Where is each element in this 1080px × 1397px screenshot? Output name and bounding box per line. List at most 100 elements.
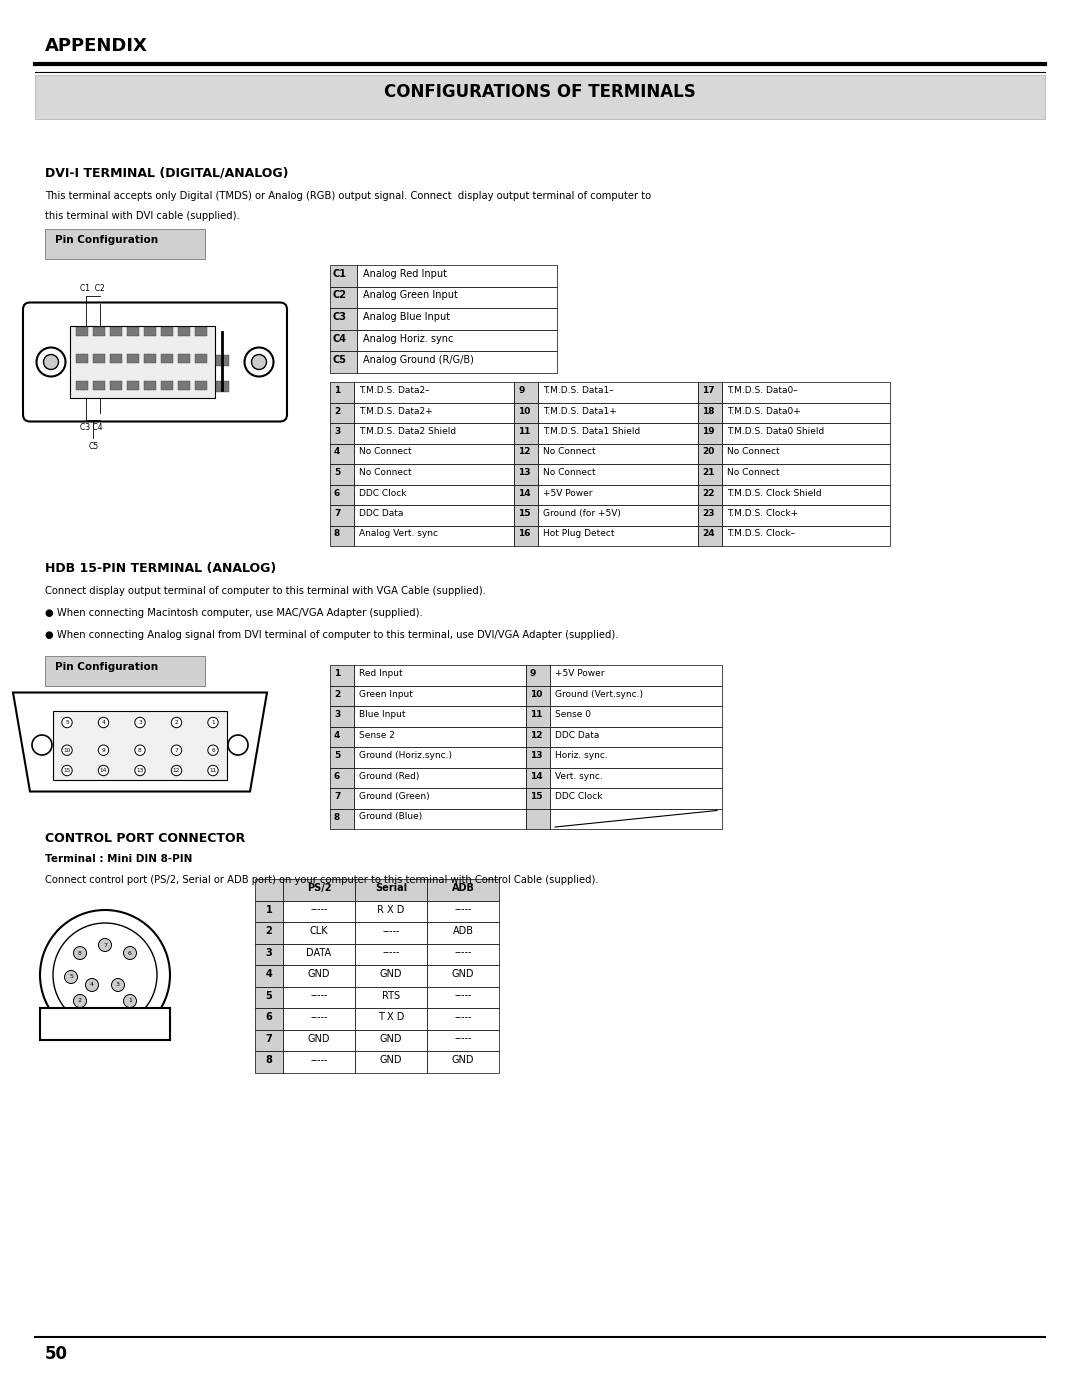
Bar	[330, 747, 354, 767]
Bar	[698, 464, 723, 485]
Bar	[357, 286, 557, 307]
Text: DDC Data: DDC Data	[555, 731, 599, 739]
Bar	[354, 464, 514, 485]
Text: 8: 8	[78, 950, 82, 956]
Text: CLK: CLK	[310, 926, 328, 936]
Bar	[550, 705, 723, 726]
Text: Green Input: Green Input	[359, 690, 413, 698]
Text: -----: -----	[455, 904, 472, 915]
Bar	[45, 229, 205, 258]
Text: Sense 2: Sense 2	[359, 731, 395, 739]
Bar	[526, 788, 550, 809]
Text: 3: 3	[334, 427, 340, 436]
Text: Analog Blue Input: Analog Blue Input	[363, 312, 450, 321]
Text: 1: 1	[266, 904, 272, 915]
Bar	[427, 1009, 499, 1030]
Text: 2: 2	[334, 690, 340, 698]
Bar	[283, 965, 355, 986]
Bar	[354, 423, 514, 443]
Circle shape	[53, 923, 157, 1027]
Bar	[354, 443, 514, 464]
Text: 8: 8	[138, 747, 141, 753]
Text: T X D: T X D	[378, 1011, 404, 1023]
Text: C2: C2	[333, 291, 347, 300]
Text: 4: 4	[90, 982, 94, 988]
Text: 10: 10	[64, 747, 70, 753]
Bar	[53, 711, 227, 780]
Text: Analog Vert. sync: Analog Vert. sync	[359, 529, 438, 538]
Bar	[538, 402, 698, 423]
Circle shape	[32, 735, 52, 754]
Bar	[283, 879, 355, 901]
Circle shape	[98, 766, 109, 775]
Circle shape	[43, 355, 58, 369]
Text: 23: 23	[702, 509, 715, 518]
Circle shape	[172, 717, 181, 728]
Bar	[330, 504, 354, 525]
Text: GND: GND	[380, 970, 402, 979]
Bar	[357, 330, 557, 351]
Polygon shape	[13, 693, 267, 792]
Text: T.M.D.S. Data0 Shield: T.M.D.S. Data0 Shield	[727, 427, 824, 436]
Text: C3 C4: C3 C4	[80, 423, 103, 432]
Bar	[255, 965, 283, 986]
Circle shape	[98, 745, 109, 756]
Text: 2: 2	[175, 719, 178, 725]
Bar	[550, 809, 723, 828]
Text: HDB 15-PIN TERMINAL (ANALOG): HDB 15-PIN TERMINAL (ANALOG)	[45, 562, 276, 576]
Bar	[723, 525, 890, 546]
Text: C3: C3	[333, 312, 347, 321]
Text: C5: C5	[89, 441, 99, 451]
Bar	[550, 747, 723, 767]
Text: No Connect: No Connect	[359, 447, 411, 457]
Bar	[357, 307, 557, 330]
Bar	[178, 380, 190, 390]
Text: No Connect: No Connect	[543, 468, 596, 476]
Bar	[93, 380, 105, 390]
Bar	[330, 330, 357, 351]
Text: 14: 14	[530, 771, 542, 781]
Bar	[526, 665, 550, 686]
Bar	[283, 1009, 355, 1030]
Bar	[216, 355, 229, 366]
Text: 1: 1	[334, 669, 340, 678]
Circle shape	[123, 995, 136, 1007]
Text: T.M.D.S. Data0+: T.M.D.S. Data0+	[727, 407, 800, 415]
Bar	[354, 788, 526, 809]
Bar	[538, 423, 698, 443]
Circle shape	[135, 745, 145, 756]
Bar	[255, 879, 283, 901]
Text: GND: GND	[451, 970, 474, 979]
Circle shape	[98, 717, 109, 728]
Text: 11: 11	[518, 427, 530, 436]
Bar	[255, 1051, 283, 1073]
Bar	[354, 705, 526, 726]
Bar	[427, 943, 499, 965]
Text: Ground (Green): Ground (Green)	[359, 792, 430, 800]
Text: Red Input: Red Input	[359, 669, 403, 678]
Text: Ground (Vert.sync.): Ground (Vert.sync.)	[555, 690, 643, 698]
Text: -----: -----	[455, 1034, 472, 1044]
Text: -----: -----	[455, 1011, 472, 1023]
Bar	[526, 726, 550, 747]
Circle shape	[244, 348, 273, 377]
Text: CONTROL PORT CONNECTOR: CONTROL PORT CONNECTOR	[45, 833, 245, 845]
Text: GND: GND	[451, 1055, 474, 1065]
Text: 7: 7	[266, 1034, 272, 1044]
Text: T.M.D.S. Clock–: T.M.D.S. Clock–	[727, 529, 795, 538]
Text: 20: 20	[702, 447, 714, 457]
Text: Pin Configuration: Pin Configuration	[55, 662, 158, 672]
Text: 12: 12	[173, 768, 180, 773]
Bar	[283, 943, 355, 965]
Bar	[76, 380, 87, 390]
Text: Terminal : Mini DIN 8-PIN: Terminal : Mini DIN 8-PIN	[45, 854, 192, 863]
Text: C4: C4	[333, 334, 347, 344]
Bar	[723, 464, 890, 485]
Bar	[550, 665, 723, 686]
Text: 1: 1	[212, 719, 215, 725]
Bar	[723, 443, 890, 464]
Bar	[698, 443, 723, 464]
Text: GND: GND	[308, 970, 330, 979]
Circle shape	[207, 745, 218, 756]
Bar	[698, 485, 723, 504]
